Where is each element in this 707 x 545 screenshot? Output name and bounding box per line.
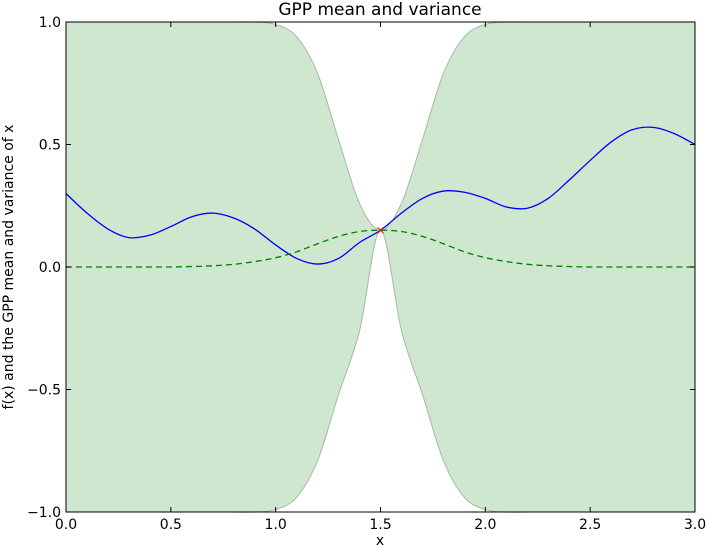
y-tick-label: −0.5: [27, 383, 61, 399]
x-tick-label: 2.0: [474, 517, 496, 533]
x-tick-label: 1.0: [265, 517, 287, 533]
x-tick-label: 0.0: [55, 517, 77, 533]
variance-band: [66, 21, 695, 513]
x-tick-label: 0.5: [160, 517, 182, 533]
y-tick-label: −1.0: [27, 505, 61, 521]
observation-marker: [377, 226, 384, 234]
x-tick-label: 1.5: [369, 517, 391, 533]
x-tick-label: 3.0: [684, 517, 706, 533]
series-line-gpp-mean: [65, 229, 695, 268]
x-axis-label: x: [376, 533, 384, 545]
y-tick-label: 0.5: [39, 138, 61, 154]
y-axis-label: f(x) and the GPP mean and variance of x: [1, 125, 17, 410]
chart-title: GPP mean and variance: [278, 0, 481, 20]
y-tick-label: 1.0: [39, 15, 61, 31]
x-tick-label: 2.5: [579, 517, 601, 533]
plot-area: [65, 21, 696, 513]
y-tick-label: 0.0: [39, 260, 61, 276]
